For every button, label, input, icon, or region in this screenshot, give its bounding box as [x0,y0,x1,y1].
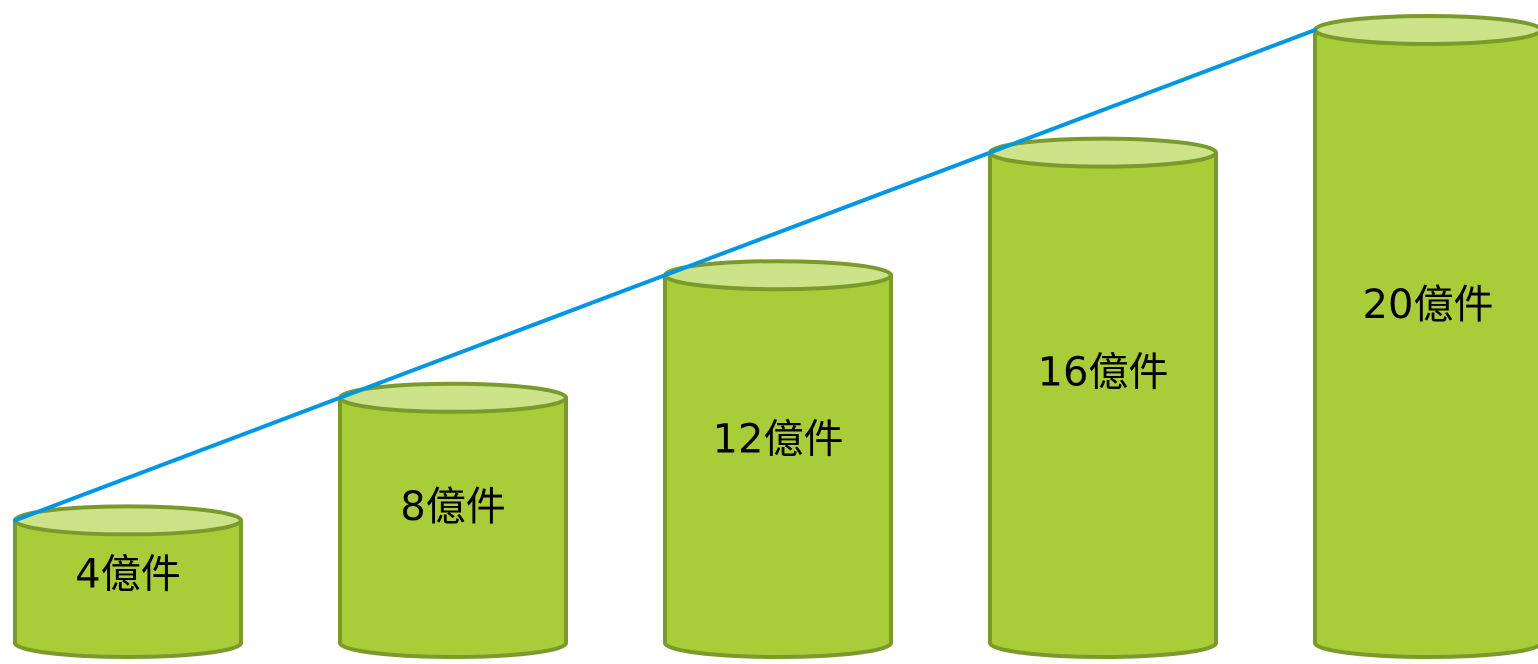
cylinder-top [338,381,568,414]
data-label: 12億件 [713,417,844,463]
trend-line [13,28,1317,523]
labels-layer: 4億件 8億件 12億件 16億件 20億件 [75,282,1493,598]
bars-layer [13,14,1538,659]
data-label: 4億件 [75,552,180,598]
data-label: 16億件 [1038,349,1169,395]
cylinder-body [13,518,243,659]
data-label: 8億件 [400,484,505,530]
cylinder-body [988,150,1218,659]
cylinder-bar [13,504,243,659]
cylinder-bar [663,259,893,659]
data-label: 20億件 [1363,282,1494,328]
cylinder-bar [988,136,1218,659]
cylinder-body [663,273,893,659]
cylinder-body [338,395,568,659]
cylinder-bar [1313,14,1538,659]
cylinder-top [988,136,1218,169]
cylinder-top [13,504,243,537]
cylinder-body [1313,28,1538,659]
cylinder-top [663,259,893,292]
trend-layer [13,28,1317,523]
cylinder-top [1313,14,1538,46]
